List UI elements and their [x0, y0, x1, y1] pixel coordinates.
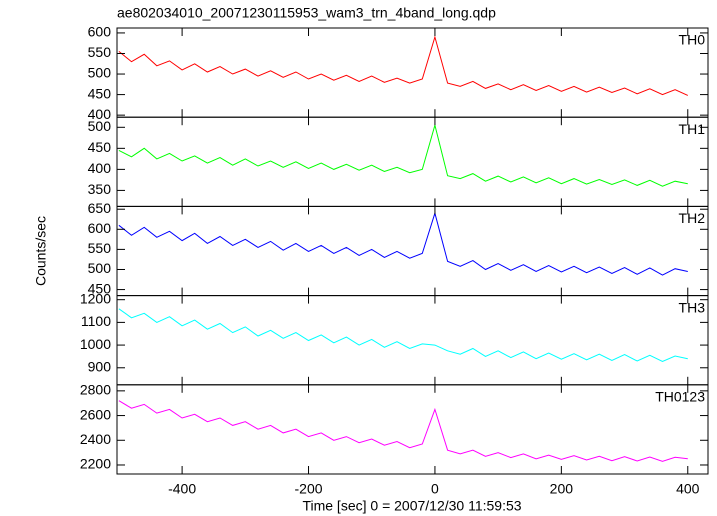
- y-tick-label: 450: [88, 280, 112, 296]
- x-tick-label: 400: [676, 481, 700, 497]
- x-tick-label: 200: [550, 481, 574, 497]
- series-line: [118, 400, 688, 462]
- panel-frame: [116, 384, 709, 475]
- panel-frame: [116, 205, 709, 297]
- series-line: [118, 211, 688, 276]
- y-tick-label: 400: [88, 160, 112, 176]
- panel-frame: [116, 295, 709, 386]
- panel-label: TH0: [679, 32, 706, 48]
- x-tick-label: -200: [295, 481, 323, 497]
- panel-frame: [116, 27, 709, 118]
- series-line: [118, 35, 689, 96]
- y-tick-label: 2200: [80, 456, 111, 472]
- y-tick-label: 450: [88, 85, 112, 101]
- y-tick-label: 1200: [80, 290, 111, 306]
- series-line: [118, 123, 688, 187]
- y-tick-label: 550: [88, 240, 112, 256]
- y-tick-label: 350: [88, 181, 112, 197]
- y-tick-label: 2400: [80, 431, 111, 447]
- y-tick-label: 600: [88, 24, 112, 40]
- panel-label: TH2: [679, 210, 706, 226]
- y-tick-label: 500: [88, 65, 112, 81]
- panel-label: TH0123: [655, 389, 705, 405]
- y-tick-label: 500: [88, 260, 112, 276]
- y-tick-label: 550: [88, 44, 112, 60]
- x-tick-label: 0: [431, 481, 439, 497]
- y-tick-label: 900: [88, 358, 112, 374]
- y-tick-label: 500: [88, 118, 112, 134]
- y-tick-label: 2600: [80, 406, 111, 422]
- panel-label: TH3: [679, 299, 706, 315]
- y-tick-label: 2800: [80, 382, 111, 398]
- x-tick-label: -400: [168, 481, 196, 497]
- y-tick-label: 1000: [80, 336, 111, 352]
- y-tick-label: 650: [88, 200, 112, 216]
- y-tick-label: 450: [88, 139, 112, 155]
- y-tick-label: 1100: [81, 313, 111, 329]
- panel-label: TH1: [679, 121, 706, 137]
- chart-title: ae802034010_20071230115953_wam3_trn_4ban…: [117, 5, 496, 21]
- x-axis-label: Time [sec] 0 = 2007/12/30 11:59:53: [302, 498, 521, 514]
- y-axis-label: Counts/sec: [33, 216, 49, 286]
- y-tick-label: 400: [88, 106, 112, 122]
- y-tick-label: 600: [88, 220, 112, 236]
- series-line: [118, 308, 688, 362]
